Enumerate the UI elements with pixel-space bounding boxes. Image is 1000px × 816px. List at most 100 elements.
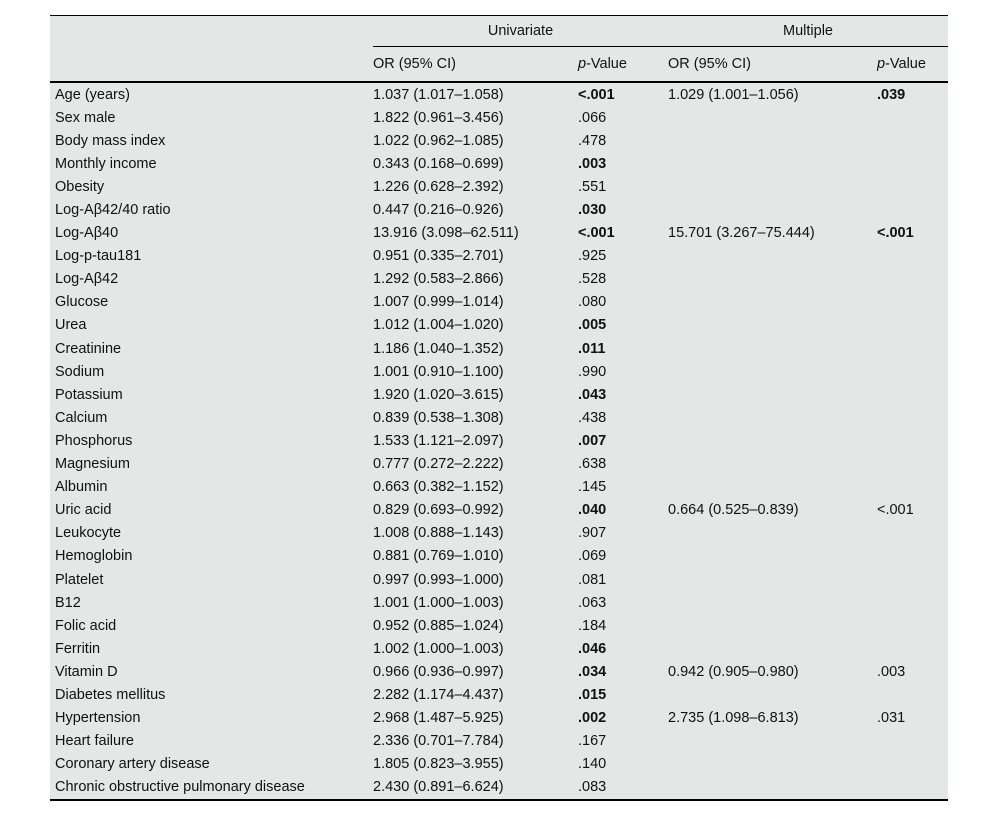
cell-p1: .040 [578,502,607,519]
cell-p2: .039 [877,86,906,103]
cell-label: Obesity [55,178,105,195]
cell-label: Log-p-tau181 [55,248,142,265]
cell-p1: .478 [578,132,607,149]
cell-or1: 1.226 (0.628–2.392) [373,178,504,195]
cell-or1: 0.997 (0.993–1.000) [373,571,504,588]
table-row: Monthly income 0.343 (0.168–0.699) .003 [50,152,948,175]
table-row: Sodium 1.001 (0.910–1.100) .990 [50,360,948,383]
cell-p1: .043 [578,386,607,403]
cell-or1: 2.336 (0.701–7.784) [373,733,504,750]
p-rest: -Value [586,56,627,72]
cell-p1: .030 [578,202,607,219]
table-row: Obesity 1.226 (0.628–2.392) .551 [50,175,948,198]
cell-or1: 0.663 (0.382–1.152) [373,479,504,496]
cell-label: Creatinine [55,340,122,357]
table-row: Leukocyte 1.008 (0.888–1.143) .907 [50,522,948,545]
table-row: Platelet 0.997 (0.993–1.000) .081 [50,568,948,591]
cell-p1: .907 [578,525,607,542]
cell-p1: .046 [578,640,607,657]
cell-label: Diabetes mellitus [55,686,166,703]
table-row: Heart failure 2.336 (0.701–7.784) .167 [50,730,948,753]
cell-p1: .638 [578,456,607,473]
col-header-multiple-pvalue: p-Value [877,56,948,72]
cell-p1: .145 [578,479,607,496]
cell-or1: 1.001 (0.910–1.100) [373,363,504,380]
cell-p1: <.001 [578,225,615,242]
cell-or2: 1.029 (1.001–1.056) [668,86,799,103]
table-row: Ferritin 1.002 (1.000–1.003) .046 [50,637,948,660]
table-row: Folic acid 0.952 (0.885–1.024) .184 [50,614,948,637]
table-row: Log-Aβ42 1.292 (0.583–2.866) .528 [50,268,948,291]
column-header-row: OR (95% CI) p-Value OR (95% CI) p-Value [50,47,948,81]
cell-or1: 1.037 (1.017–1.058) [373,86,504,103]
cell-p1: .551 [578,178,607,195]
cell-p1: .167 [578,733,607,750]
cell-or1: 1.002 (1.000–1.003) [373,640,504,657]
cell-p2: .003 [877,663,906,680]
cell-p1: .083 [578,779,607,796]
cell-label: Uric acid [55,502,112,519]
cell-or1: 0.839 (0.538–1.308) [373,409,504,426]
cell-or1: 13.916 (3.098–62.511) [373,225,519,242]
table-row: B12 1.001 (1.000–1.003) .063 [50,591,948,614]
table-row: Phosphorus 1.533 (1.121–2.097) .007 [50,429,948,452]
cell-or2: 15.701 (3.267–75.444) [668,225,815,242]
cell-label: Glucose [55,294,109,311]
cell-label: Hemoglobin [55,548,133,565]
cell-or1: 1.920 (1.020–3.615) [373,386,504,403]
table-row: Diabetes mellitus 2.282 (1.174–4.437) .015 [50,683,948,706]
table-row: Creatinine 1.186 (1.040–1.352) .011 [50,337,948,360]
cell-p1: .925 [578,248,607,265]
cell-or1: 0.966 (0.936–0.997) [373,663,504,680]
cell-label: Urea [55,317,87,334]
cell-or1: 0.881 (0.769–1.010) [373,548,504,565]
cell-label: Monthly income [55,155,157,172]
cell-p1: .034 [578,663,607,680]
cell-or1: 0.951 (0.335–2.701) [373,248,504,265]
cell-label: Coronary artery disease [55,756,210,773]
cell-p1: .069 [578,548,607,565]
cell-label: Platelet [55,571,104,588]
table-row: Body mass index 1.022 (0.962–1.085) .478 [50,129,948,152]
table-row: Magnesium 0.777 (0.272–2.222) .638 [50,453,948,476]
cell-label: Chronic obstructive pulmonary disease [55,779,305,796]
cell-p1: .081 [578,571,607,588]
cell-label: Ferritin [55,640,101,657]
cell-label: Calcium [55,409,108,426]
cell-label: B12 [55,594,81,611]
cell-label: Log-Aβ42/40 ratio [55,202,171,219]
table-row: Albumin 0.663 (0.382–1.152) .145 [50,476,948,499]
cell-or1: 2.282 (1.174–4.437) [373,686,504,703]
cell-label: Phosphorus [55,432,133,449]
table-row: Urea 1.012 (1.004–1.020) .005 [50,314,948,337]
cell-or1: 1.186 (1.040–1.352) [373,340,504,357]
table-row: Age (years) 1.037 (1.017–1.058) <.001 1.029… [50,83,948,106]
cell-or1: 0.447 (0.216–0.926) [373,202,504,219]
cell-or1: 1.012 (1.004–1.020) [373,317,504,334]
cell-or1: 0.829 (0.693–0.992) [373,502,504,519]
table-row: Hypertension 2.968 (1.487–5.925) .002 2.735… [50,707,948,730]
cell-p2: .031 [877,710,906,727]
cell-or1: 1.008 (0.888–1.143) [373,525,504,542]
cell-or2: 0.942 (0.905–0.980) [668,663,799,680]
cell-label: Albumin [55,479,108,496]
table-row: Calcium 0.839 (0.538–1.308) .438 [50,406,948,429]
cell-label: Log-Aβ40 [55,225,119,242]
cell-p2: <.001 [877,502,914,519]
cell-label: Body mass index [55,132,166,149]
cell-or1: 1.805 (0.823–3.955) [373,756,504,773]
table-row: Glucose 1.007 (0.999–1.014) .080 [50,291,948,314]
table-body: Age (years) 1.037 (1.017–1.058) <.001 1.029… [50,83,948,799]
cell-p1: .003 [578,155,607,172]
regression-table: Univariate Multiple OR (95% CI) p-Value … [50,15,948,801]
p-italic: p [578,56,587,72]
cell-or1: 1.001 (1.000–1.003) [373,594,504,611]
table-row: Chronic obstructive pulmonary disease 2.4… [50,776,948,799]
cell-label: Age (years) [55,86,130,103]
cell-p2: <.001 [877,225,914,242]
cell-label: Hypertension [55,710,141,727]
table-row: Hemoglobin 0.881 (0.769–1.010) .069 [50,545,948,568]
cell-p1: .990 [578,363,607,380]
cell-or1: 0.777 (0.272–2.222) [373,456,504,473]
